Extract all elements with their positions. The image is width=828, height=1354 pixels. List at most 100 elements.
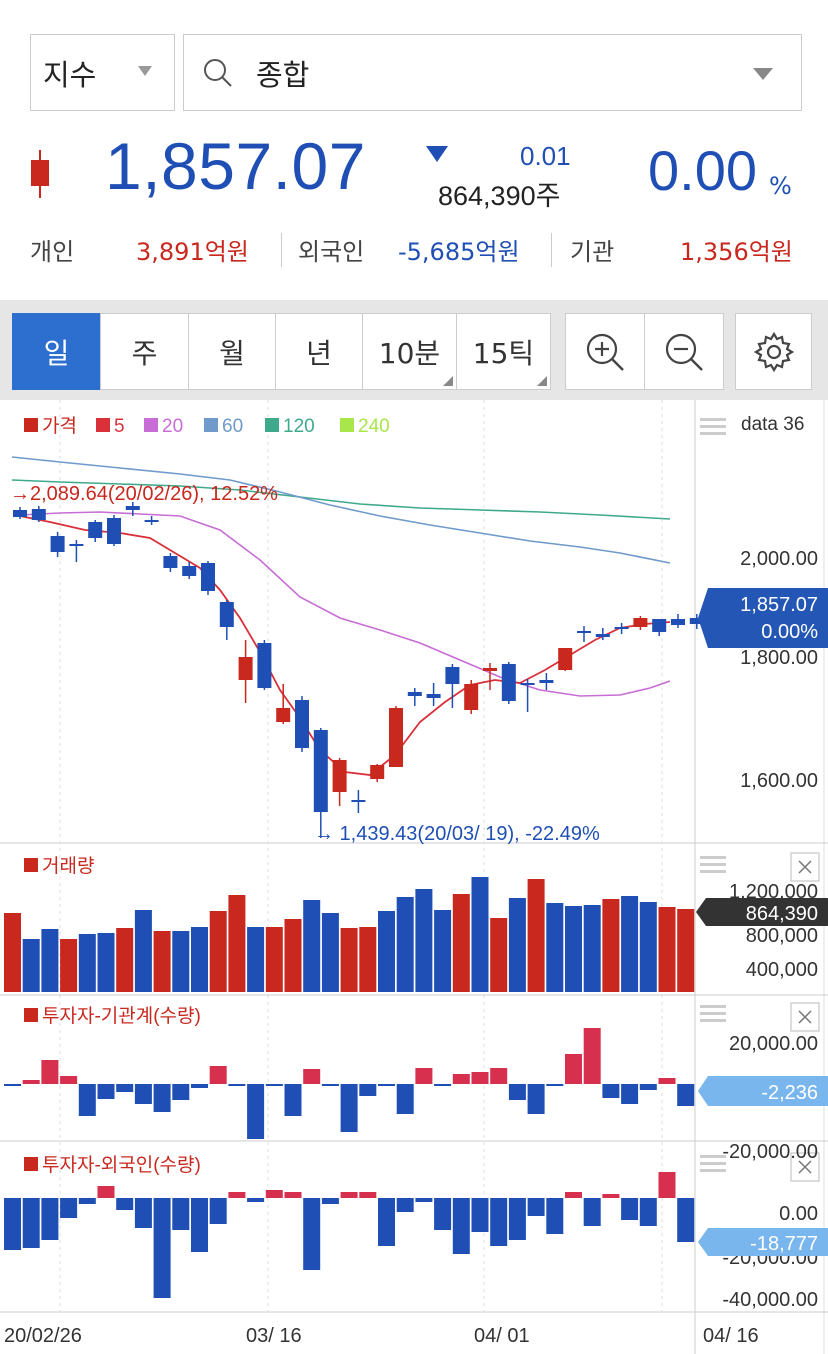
- volume-bar: [41, 929, 59, 992]
- foreign-bar: [209, 1198, 227, 1224]
- period-tabs: 일 주 월 년 10분 15틱: [12, 313, 551, 390]
- foreign-bar: [172, 1198, 190, 1230]
- y-tick-label: 20,000.00: [729, 1033, 818, 1055]
- inst-bar: [60, 1076, 78, 1084]
- tab-year[interactable]: 년: [275, 313, 363, 390]
- legend-swatch-ma240: [340, 418, 354, 432]
- tab-week[interactable]: 주: [100, 313, 189, 390]
- current-foreign-value: -18,777: [750, 1233, 818, 1255]
- zoom-out-icon: [665, 333, 703, 371]
- candle: [13, 507, 27, 519]
- volume-bar: [153, 931, 171, 992]
- inst-bar: [639, 1084, 657, 1090]
- zoom-in-button[interactable]: [565, 313, 645, 390]
- tab-10min-label: 10분: [378, 336, 441, 370]
- close-icon: [798, 1160, 812, 1174]
- chevron-down-icon: [138, 66, 152, 76]
- stock-chart[interactable]: 가격 5 20 60 120 240 data 36: [0, 400, 828, 1354]
- inst-bar: [340, 1084, 358, 1132]
- x-tick-label: 03/ 16: [246, 1325, 302, 1347]
- volume-bar: [452, 894, 470, 992]
- drag-handle-icon[interactable]: [700, 856, 726, 873]
- inst-bar: [658, 1078, 676, 1084]
- zoom-out-button[interactable]: [644, 313, 724, 390]
- volume-bar: [134, 910, 152, 992]
- inst-bar: [209, 1066, 227, 1084]
- volume-bar: [639, 902, 657, 992]
- inst-bar: [490, 1068, 508, 1084]
- foreign-bar: [602, 1194, 620, 1198]
- foreign-bar: [677, 1198, 695, 1242]
- close-inst-panel-button[interactable]: [790, 1002, 820, 1032]
- index-type-dropdown[interactable]: 지수: [30, 34, 175, 111]
- investor-value-foreign: -5,685억원: [398, 238, 520, 266]
- tab-10min[interactable]: 10분: [362, 313, 457, 390]
- foreign-bar: [265, 1190, 283, 1198]
- foreign-bar: [565, 1192, 582, 1198]
- inst-bar: [546, 1084, 564, 1086]
- index-search-dropdown[interactable]: 종합: [183, 34, 802, 111]
- legend-label-ma60: 60: [222, 416, 243, 437]
- foreign-bar: [321, 1198, 339, 1204]
- inst-bar: [434, 1084, 452, 1086]
- inst-bar: [415, 1068, 433, 1084]
- drag-handle-icon[interactable]: [700, 1155, 726, 1172]
- current-volume-marker: 864,390: [696, 898, 828, 926]
- candle: [69, 540, 84, 562]
- volume-bar: [191, 927, 208, 992]
- ma60-line: [11, 456, 671, 564]
- foreign-bar: [41, 1198, 59, 1240]
- foreign-legend-swatch: [24, 1157, 38, 1171]
- candle: [445, 664, 460, 708]
- divider: [551, 233, 552, 267]
- tab-month[interactable]: 월: [188, 313, 276, 390]
- y-tick-label: -20,000.00: [722, 1141, 818, 1163]
- inst-bar: [191, 1084, 208, 1088]
- current-volume-value: 864,390: [746, 903, 818, 925]
- candle: [633, 616, 648, 630]
- inst-legend-swatch: [24, 1008, 38, 1022]
- price-legend: 가격 5 20 60 120 240: [24, 415, 390, 437]
- close-volume-panel-button[interactable]: [790, 852, 820, 882]
- volume-bar: [415, 889, 433, 992]
- foreign-bar: [378, 1198, 395, 1246]
- current-inst-marker: -2,236: [698, 1076, 828, 1106]
- investor-value-individual: 3,891억원: [136, 238, 249, 266]
- settings-button[interactable]: [735, 313, 812, 390]
- candle: [464, 680, 479, 714]
- foreign-bar: [471, 1198, 489, 1232]
- y-tick-label: 1,200,000: [729, 881, 818, 903]
- volume-bar: [546, 903, 564, 992]
- inst-bar: [583, 1028, 601, 1084]
- drag-handle-icon[interactable]: [700, 1005, 726, 1022]
- candle: [689, 614, 704, 629]
- foreign-bar: [116, 1198, 134, 1210]
- tab-15tick[interactable]: 15틱: [456, 313, 551, 390]
- volume-bar: [340, 928, 358, 992]
- percent-unit: %: [769, 172, 792, 200]
- foreign-bar: [583, 1198, 601, 1226]
- foreign-bar: [22, 1198, 40, 1248]
- volume-bar: [583, 905, 601, 992]
- drag-handle-icon[interactable]: [700, 418, 726, 435]
- foreign-bar: [415, 1198, 433, 1202]
- down-arrow-icon: [426, 146, 448, 162]
- volume-bar: [172, 931, 190, 992]
- institution-bars: [4, 1028, 695, 1139]
- volume-bar: [658, 907, 676, 992]
- foreign-bar: [434, 1198, 452, 1230]
- y-tick-label: 400,000: [746, 959, 818, 981]
- current-price-marker-pct: 0.00%: [761, 621, 818, 643]
- inst-bar: [172, 1084, 190, 1100]
- volume-bar: [78, 934, 96, 992]
- volume-bar: [97, 933, 115, 992]
- volume-bar: [565, 906, 582, 992]
- tab-day[interactable]: 일: [12, 313, 101, 390]
- foreign-bar: [97, 1186, 115, 1198]
- close-foreign-panel-button[interactable]: [790, 1152, 820, 1182]
- foreign-bar: [508, 1198, 526, 1240]
- legend-swatch-ma60: [204, 418, 218, 432]
- candle: [539, 673, 554, 690]
- candle: [595, 628, 610, 640]
- y-tick-label: 800,000: [746, 925, 818, 947]
